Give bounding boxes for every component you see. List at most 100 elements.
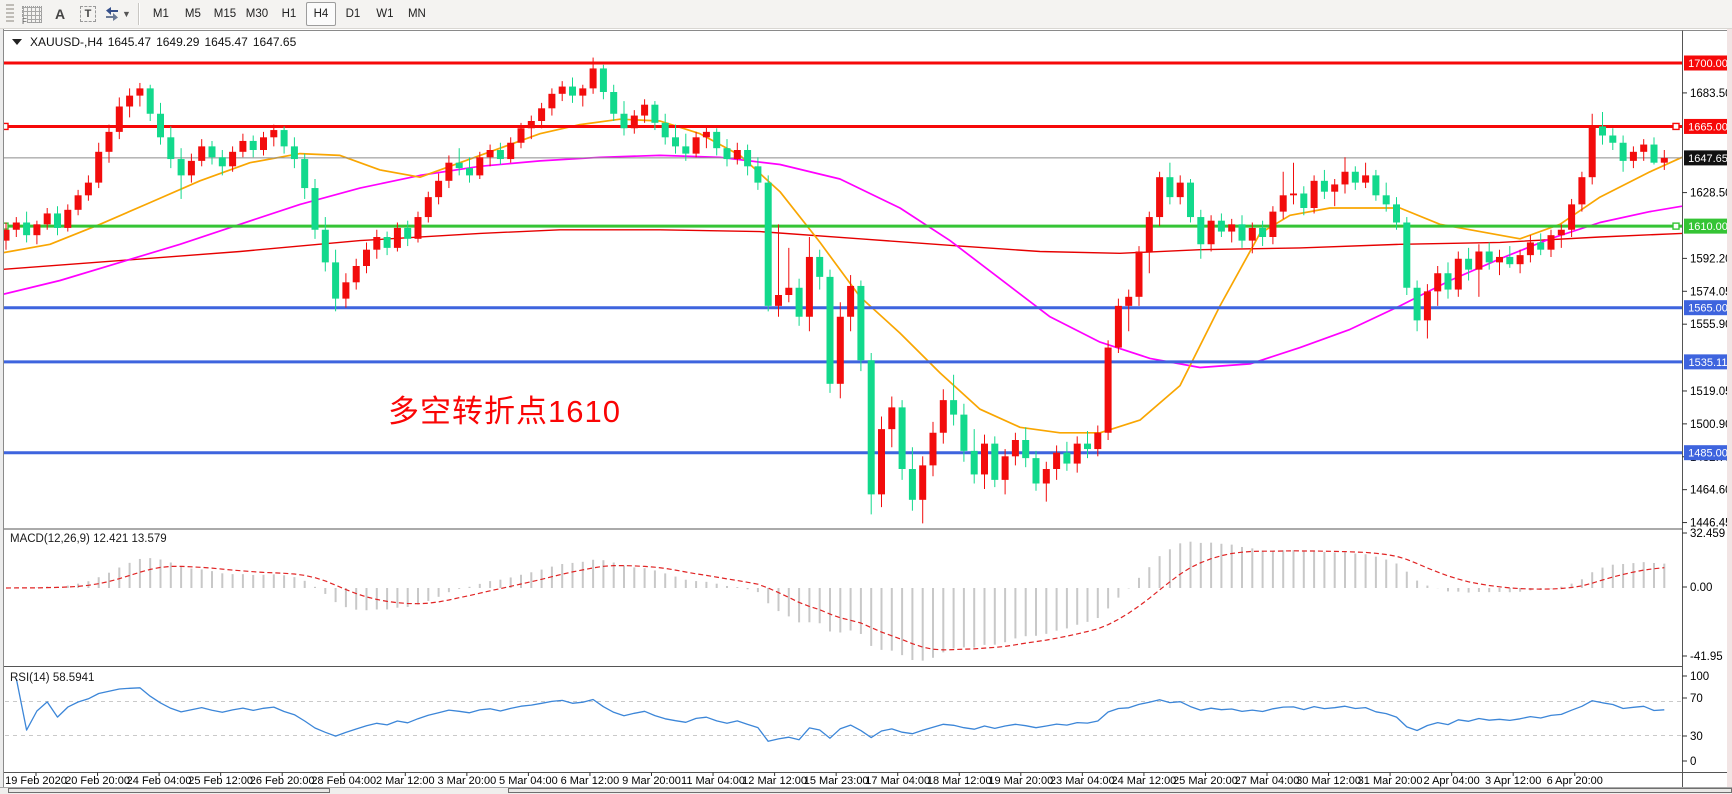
- svg-text:1500.90: 1500.90: [1690, 419, 1732, 431]
- svg-text:1647.65: 1647.65: [1688, 153, 1728, 165]
- svg-text:19 Mar 20:00: 19 Mar 20:00: [988, 775, 1053, 787]
- ohlc-close: 1647.65: [252, 35, 297, 49]
- svg-text:6 Apr 20:00: 6 Apr 20:00: [1547, 775, 1603, 787]
- ma-slow-line: [0, 229, 1683, 271]
- timeframe-buttons: M1 M5 M15 M30 H1 H4 D1 W1 MN: [145, 2, 433, 26]
- tf-button-M30[interactable]: M30: [245, 8, 269, 20]
- chart-annotation-text[interactable]: 多空转折点1610: [388, 394, 621, 429]
- tf-button-M15[interactable]: M15: [213, 8, 237, 20]
- svg-text:1665.00: 1665.00: [1688, 121, 1728, 133]
- svg-text:1464.60: 1464.60: [1690, 485, 1732, 497]
- pane-borders: [4, 30, 1732, 787]
- price-axis[interactable]: 1683.50 1628.50 1592.20 1574.05 1555.90 1519.…: [1682, 55, 1732, 530]
- ohlc-low: 1645.47: [204, 35, 248, 49]
- svg-text:3 Mar 20:00: 3 Mar 20:00: [437, 775, 496, 787]
- horizontal-scrollbar[interactable]: [0, 787, 1732, 794]
- symbol-name: XAUUSD-,H4: [30, 35, 103, 49]
- tf-button-M1[interactable]: M1: [152, 8, 169, 20]
- svg-text:1555.90: 1555.90: [1690, 319, 1732, 331]
- svg-text:32.459: 32.459: [1690, 528, 1725, 540]
- rsi-line: [15, 678, 1665, 742]
- svg-text:1700.00: 1700.00: [1688, 58, 1728, 70]
- svg-text:9 Mar 20:00: 9 Mar 20:00: [622, 775, 681, 787]
- svg-text:28 Feb 04:00: 28 Feb 04:00: [311, 775, 376, 787]
- svg-text:12 Mar 12:00: 12 Mar 12:00: [742, 775, 807, 787]
- svg-text:25 Mar 20:00: 25 Mar 20:00: [1173, 775, 1238, 787]
- svg-text:18 Mar 12:00: 18 Mar 12:00: [927, 775, 992, 787]
- macd-histogram: [15, 541, 1666, 661]
- svg-text:11 Mar 04:00: 11 Mar 04:00: [681, 775, 745, 787]
- rsi-axis: 100 70 30 0: [1682, 671, 1709, 768]
- svg-text:30: 30: [1690, 731, 1703, 743]
- svg-text:1519.05: 1519.05: [1690, 386, 1732, 398]
- rsi-level-lines: [5, 701, 1682, 736]
- svg-text:100: 100: [1690, 671, 1709, 683]
- text-a-icon: A: [54, 6, 66, 22]
- tf-button-W1[interactable]: W1: [376, 8, 394, 20]
- tf-button-H1[interactable]: H1: [281, 8, 297, 20]
- svg-text:70: 70: [1690, 693, 1703, 705]
- svg-text:1628.50: 1628.50: [1690, 188, 1732, 200]
- svg-text:0: 0: [1690, 756, 1696, 768]
- macd-signal-line: [5, 550, 1665, 651]
- symbol-dropdown-icon[interactable]: [12, 39, 22, 45]
- svg-text:1485.00: 1485.00: [1688, 448, 1728, 460]
- svg-text:23 Mar 04:00: 23 Mar 04:00: [1050, 775, 1115, 787]
- ma-fast-line: [0, 118, 1683, 434]
- toolbar-separator: [137, 3, 140, 25]
- svg-text:30 Mar 12:00: 30 Mar 12:00: [1296, 775, 1361, 787]
- svg-text:5 Mar 04:00: 5 Mar 04:00: [499, 775, 558, 787]
- toolbar-drag-handle[interactable]: [6, 4, 14, 24]
- candles-layer: [2, 57, 1668, 524]
- text-box-button[interactable]: T: [75, 2, 101, 26]
- tf-button-D1[interactable]: D1: [345, 8, 361, 20]
- svg-text:1574.05: 1574.05: [1690, 286, 1732, 298]
- main-toolbar: F A T ▼ M1 M5 M15 M30 H1 H4 D1 W1 MN: [0, 0, 1732, 29]
- tf-button-M5[interactable]: M5: [184, 8, 201, 20]
- svg-text:3 Apr 12:00: 3 Apr 12:00: [1485, 775, 1541, 787]
- svg-text:1446.45: 1446.45: [1690, 518, 1732, 530]
- svg-text:1683.50: 1683.50: [1690, 88, 1732, 100]
- svg-text:19 Feb 2020: 19 Feb 2020: [5, 775, 67, 787]
- ohlc-high: 1649.29: [156, 35, 200, 49]
- tf-button-H4[interactable]: H4: [305, 2, 336, 26]
- svg-text:25 Feb 12:00: 25 Feb 12:00: [188, 775, 253, 787]
- scrollbar-segment[interactable]: [508, 788, 1732, 793]
- svg-text:27 Mar 04:00: 27 Mar 04:00: [1235, 775, 1300, 787]
- macd-axis: 32.459 0.00 -41.95: [1682, 528, 1725, 663]
- window-right-border: [1727, 29, 1732, 794]
- svg-text:24 Feb 04:00: 24 Feb 04:00: [127, 775, 192, 787]
- rsi-indicator-label: RSI(14) 58.5941: [10, 672, 95, 684]
- text-box-icon: T: [80, 6, 96, 22]
- ma-mid-line: [0, 154, 1683, 369]
- svg-text:24 Mar 12:00: 24 Mar 12:00: [1111, 775, 1176, 787]
- text-label-button[interactable]: A: [47, 2, 73, 26]
- ohlc-open: 1645.47: [107, 35, 152, 49]
- window-left-border: [0, 29, 4, 794]
- symbol-ohlc-bar[interactable]: XAUUSD-,H4 1645.47 1649.29 1645.47 1647.…: [12, 35, 296, 49]
- svg-text:1535.11: 1535.11: [1689, 357, 1728, 369]
- cycle-arrows-button[interactable]: ▼: [103, 2, 132, 26]
- cycle-arrows-icon: [106, 7, 118, 21]
- svg-text:17 Mar 04:00: 17 Mar 04:00: [865, 775, 930, 787]
- scrollbar-segment[interactable]: [8, 788, 330, 793]
- grid-f-icon: F: [22, 5, 42, 26]
- horizontal-price-lines[interactable]: [1, 61, 1682, 455]
- svg-text:-41.95: -41.95: [1690, 651, 1723, 663]
- svg-text:2 Apr 04:00: 2 Apr 04:00: [1424, 775, 1480, 787]
- svg-text:15 Mar 23:00: 15 Mar 23:00: [804, 775, 869, 787]
- svg-text:2 Mar 12:00: 2 Mar 12:00: [376, 775, 435, 787]
- chevron-down-icon: ▼: [122, 9, 131, 19]
- svg-text:0.00: 0.00: [1690, 582, 1712, 594]
- svg-text:1610.00: 1610.00: [1688, 221, 1728, 233]
- svg-text:26 Feb 20:00: 26 Feb 20:00: [250, 775, 315, 787]
- tf-button-MN[interactable]: MN: [407, 8, 426, 20]
- svg-text:1592.20: 1592.20: [1690, 253, 1732, 265]
- svg-text:20 Feb 20:00: 20 Feb 20:00: [65, 775, 130, 787]
- macd-indicator-label: MACD(12,26,9) 12.421 13.579: [10, 533, 167, 545]
- grid-f-button[interactable]: F: [19, 2, 45, 26]
- svg-text:1565.00: 1565.00: [1688, 303, 1728, 315]
- svg-text:31 Mar 20:00: 31 Mar 20:00: [1358, 775, 1423, 787]
